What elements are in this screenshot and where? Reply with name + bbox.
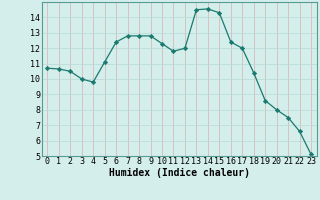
- X-axis label: Humidex (Indice chaleur): Humidex (Indice chaleur): [109, 168, 250, 178]
